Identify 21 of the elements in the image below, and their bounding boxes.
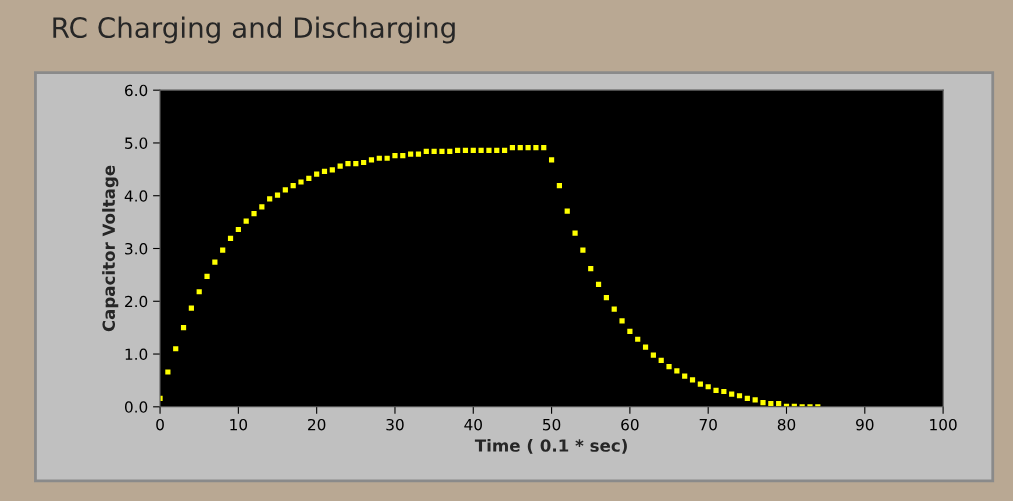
x-tick-label: 50 (543, 418, 561, 431)
x-tick-label: 80 (777, 418, 796, 431)
y-tick-label: 3.0 (125, 242, 148, 255)
x-tick-label: 0 (156, 418, 164, 431)
x-tick-label: 30 (386, 418, 404, 431)
y-tick-label: 6.0 (125, 84, 148, 97)
x-tick-label: 40 (464, 418, 482, 431)
y-axis-title: Capacitor Voltage (102, 165, 119, 332)
x-tick-label: 20 (308, 418, 326, 431)
y-tick-label: 2.0 (125, 295, 148, 308)
y-tick-label: 5.0 (125, 137, 148, 149)
chart-title: RC Charging and Discharging (53, 16, 455, 44)
x-tick-label: 100 (930, 418, 957, 431)
x-tick-label: 90 (856, 418, 874, 431)
x-axis-title: Time ( 0.1 * sec) (474, 438, 627, 454)
y-tick-label: 1.0 (125, 348, 148, 361)
x-tick-label: 10 (230, 418, 248, 431)
x-tick-label: 60 (621, 418, 639, 431)
x-tick-label: 70 (699, 418, 717, 431)
y-tick-label: 0.0 (124, 401, 148, 413)
y-tick-label: 4.0 (124, 190, 148, 202)
